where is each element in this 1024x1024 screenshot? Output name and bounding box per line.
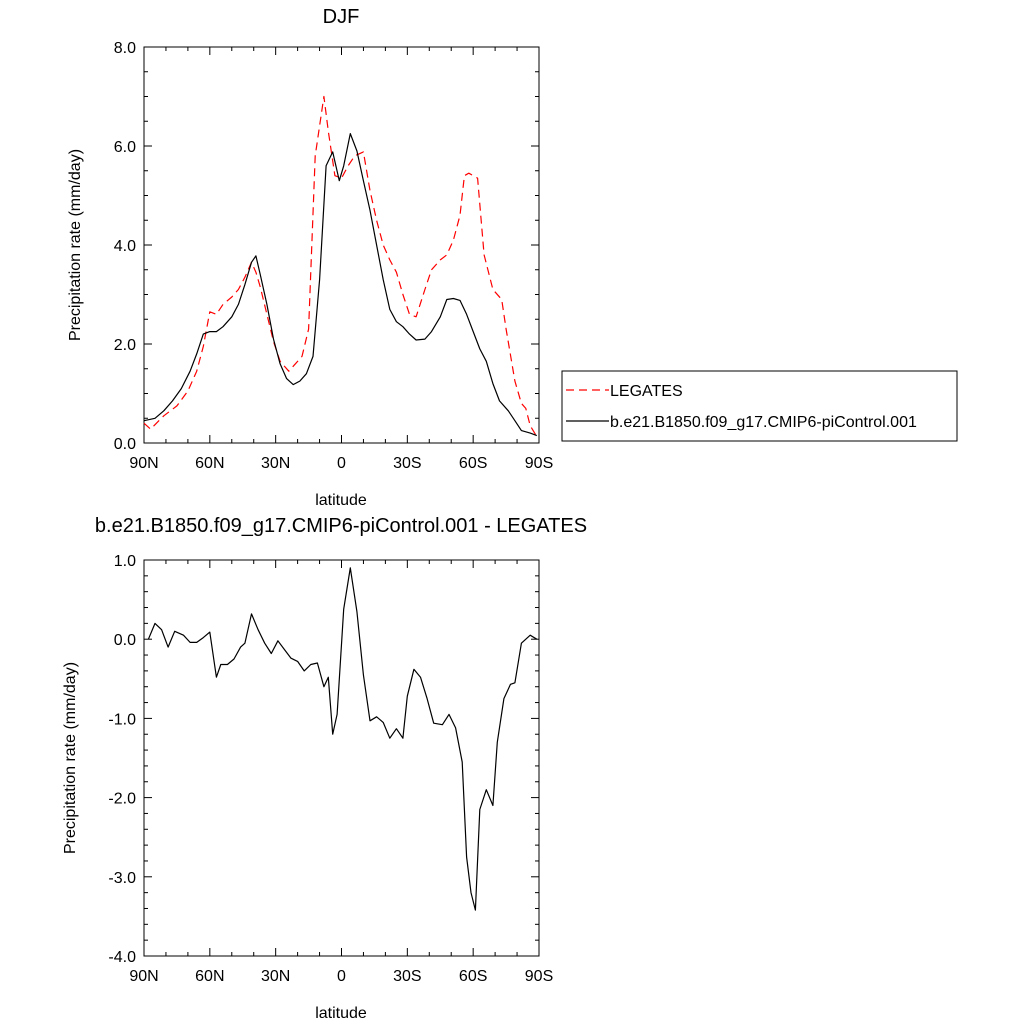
tick-marks-top [143,46,540,444]
y-axis-label-bottom: Precipitation rate (mm/day) [62,662,79,854]
x-tick-label: 90S [525,455,553,472]
legend-label-model: b.e21.B1850.f09_g17.CMIP6-piControl.001 [610,414,917,431]
y-tick-label: 8.0 [114,40,136,57]
y-tick-label: 0.0 [114,436,136,453]
series-group-bottom [147,567,538,911]
x-tick-label: 60N [195,968,224,985]
y-tick-label: 1.0 [114,553,136,570]
legend-label-legates: LEGATES [610,383,683,400]
x-tick-label: 30N [261,968,290,985]
x-tick-label: 30N [261,455,290,472]
y-tick-label: -3.0 [108,870,136,887]
x-tick-label: 30S [393,455,421,472]
legend: LEGATES b.e21.B1850.f09_g17.CMIP6-piCont… [561,370,958,442]
chart-panel-top: DJF 0.02.04.06.08.0 90N 60N 30N 0 30S 60S 90S … [67,6,958,509]
y-axis-label-top: Precipitation rate (mm/day) [67,149,84,341]
y-tick-labels-bottom: -4.0 -3.0 -2.0 -1.0 0.0 1.0 [108,553,136,966]
x-tick-labels-bottom: 90N 60N 30N 0 30S 60S 90S [129,968,553,985]
y-tick-label: 0.0 [114,632,136,649]
x-tick-label: 90S [525,968,553,985]
x-tick-labels-top: 90N 60N 30N 0 30S 60S 90S [129,455,553,472]
series-group-top [143,95,538,437]
legend-box [561,370,958,442]
x-axis-label-top: latitude [315,492,367,509]
series-line-top-1 [143,133,538,437]
x-tick-label: 90N [129,968,158,985]
y-tick-label: -1.0 [108,711,136,728]
y-tick-label: 2.0 [114,337,136,354]
x-tick-label: 0 [337,968,346,985]
chart-title-bottom: b.e21.B1850.f09_g17.CMIP6-piControl.001 … [95,515,587,537]
y-tick-labels-top: 0.0 2.0 4.0 6.0 8.0 [114,40,136,453]
tick-marks-bottom [143,559,540,957]
x-tick-label: 0 [337,455,346,472]
plot-frame-bottom [143,559,540,957]
series-line-bottom-0 [147,567,538,911]
y-tick-label: 6.0 [114,139,136,156]
x-tick-label: 60N [195,455,224,472]
chart-title-top: DJF [323,6,360,28]
series-line-top-0 [143,95,538,437]
x-axis-label-bottom: latitude [315,1005,367,1022]
x-tick-label: 60S [459,455,487,472]
y-tick-label: -4.0 [108,949,136,966]
x-tick-label: 90N [129,455,158,472]
chart-panel-bottom: b.e21.B1850.f09_g17.CMIP6-piControl.001 … [62,515,587,1022]
x-tick-label: 60S [459,968,487,985]
plot-frame-top [143,46,540,444]
x-tick-label: 30S [393,968,421,985]
y-tick-label: -2.0 [108,791,136,808]
y-tick-label: 4.0 [114,238,136,255]
